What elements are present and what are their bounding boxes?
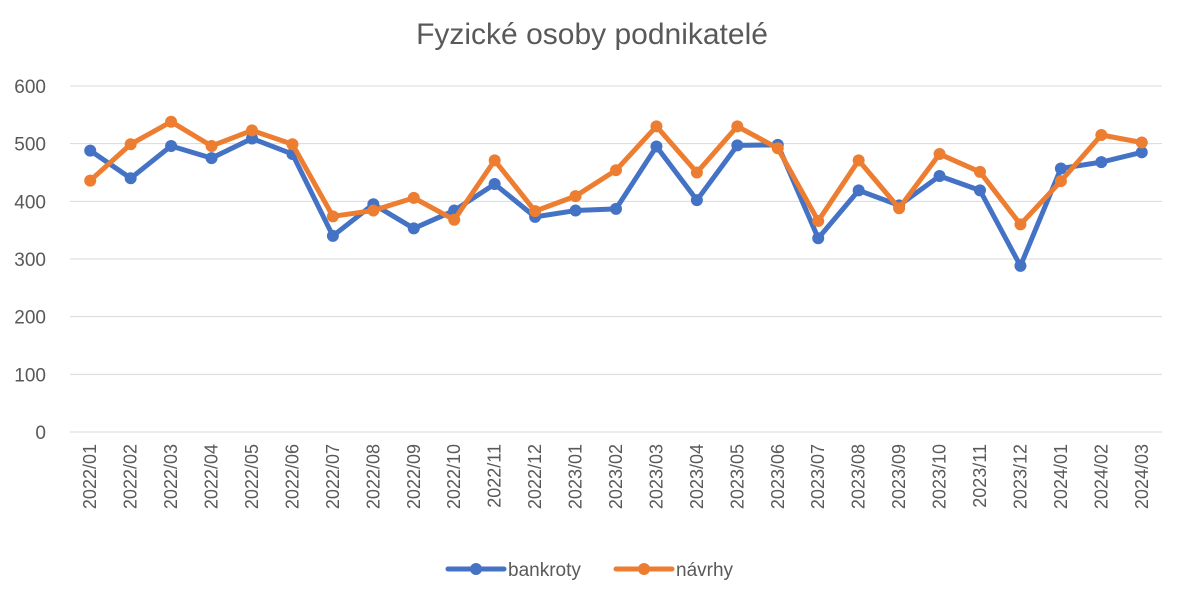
x-tick-label: 2024/02 — [1091, 444, 1111, 509]
x-tick-label: 2022/09 — [404, 444, 424, 509]
y-tick-label: 500 — [14, 135, 46, 156]
data-point-0-16 — [731, 139, 744, 152]
y-tick-label: 200 — [14, 308, 46, 329]
data-point-0-6 — [326, 229, 339, 242]
data-point-0-8 — [407, 222, 420, 235]
x-tick-label: 2024/01 — [1051, 444, 1071, 509]
y-tick-label: 400 — [14, 192, 46, 213]
x-tick-label: 2022/04 — [202, 444, 222, 509]
data-point-1-12 — [569, 190, 582, 203]
x-tick-label: 2023/05 — [727, 444, 747, 509]
data-point-1-6 — [326, 210, 339, 223]
series-line-0 — [87, 135, 1145, 269]
x-tick-label: 2023/12 — [1010, 444, 1030, 509]
x-tick-label: 2022/07 — [323, 444, 343, 509]
data-point-1-21 — [933, 148, 946, 161]
data-point-1-22 — [974, 165, 986, 178]
data-point-1-15 — [690, 166, 703, 179]
x-tick-label: 2023/04 — [687, 444, 707, 509]
data-point-0-2 — [165, 139, 178, 152]
data-point-1-9 — [448, 213, 461, 226]
data-point-0-15 — [690, 194, 703, 207]
x-tick-label: 2023/02 — [606, 444, 626, 509]
data-point-0-19 — [852, 184, 865, 197]
x-tick-label: 2022/11 — [485, 444, 505, 508]
data-point-0-10 — [488, 178, 501, 191]
data-point-1-19 — [852, 154, 865, 167]
x-tick-label: 2022/06 — [282, 444, 302, 509]
data-point-1-24 — [1054, 175, 1067, 188]
chart-title: Fyzické osoby podnikatelé — [416, 18, 768, 51]
data-point-1-13 — [610, 164, 622, 177]
data-point-0-24 — [1054, 162, 1067, 175]
data-point-1-5 — [286, 138, 299, 151]
x-tick-label: 2023/11 — [970, 444, 990, 508]
legend-label-0: bankroty — [508, 560, 581, 581]
data-point-0-1 — [124, 172, 137, 185]
data-point-1-25 — [1095, 129, 1108, 142]
legend-label-1: návrhy — [676, 560, 734, 581]
x-axis-ticks: 2022/01 2022/02 2022/03 2022/04 2022/05 2022/… — [80, 444, 1152, 509]
data-point-1-2 — [165, 115, 178, 128]
y-tick-label: 100 — [14, 365, 46, 386]
x-tick-label: 2022/05 — [242, 444, 262, 509]
y-tick-label: 600 — [14, 77, 46, 98]
legend: bankroty návrhy — [445, 560, 734, 581]
data-point-0-25 — [1095, 156, 1108, 169]
x-tick-label: 2022/08 — [363, 444, 383, 509]
data-point-1-3 — [205, 139, 218, 152]
data-point-1-20 — [893, 202, 906, 215]
data-point-1-0 — [84, 174, 97, 187]
data-point-0-23 — [1014, 259, 1027, 272]
legend-marker-1 — [638, 563, 650, 575]
series-group — [84, 115, 1148, 272]
data-point-0-22 — [974, 184, 986, 197]
data-point-0-13 — [610, 202, 622, 215]
y-tick-label: 0 — [35, 423, 46, 444]
data-point-0-14 — [650, 140, 663, 153]
data-point-1-26 — [1135, 136, 1148, 149]
x-tick-label: 2023/03 — [646, 444, 666, 509]
data-point-0-18 — [812, 232, 825, 245]
x-tick-label: 2023/10 — [930, 444, 950, 509]
x-tick-label: 2023/09 — [889, 444, 909, 509]
x-tick-label: 2022/03 — [161, 444, 181, 509]
x-tick-label: 2022/12 — [525, 444, 545, 509]
data-point-1-10 — [488, 154, 501, 167]
data-point-0-3 — [205, 152, 218, 165]
data-point-1-18 — [812, 214, 825, 227]
data-point-1-14 — [650, 120, 663, 133]
x-tick-label: 2023/08 — [849, 444, 869, 509]
data-point-1-11 — [529, 205, 542, 218]
data-point-0-21 — [933, 169, 946, 182]
data-point-0-12 — [569, 204, 582, 217]
x-tick-label: 2024/03 — [1132, 444, 1152, 509]
data-point-1-4 — [246, 124, 258, 137]
data-point-1-23 — [1014, 218, 1027, 231]
data-point-0-26 — [1135, 146, 1148, 159]
data-point-1-7 — [367, 204, 380, 217]
x-tick-label: 2023/07 — [808, 444, 828, 509]
data-point-1-17 — [771, 142, 784, 155]
y-axis-ticks: 0 100 200 300 400 500 600 — [14, 77, 46, 444]
x-tick-label: 2022/01 — [80, 444, 100, 509]
data-point-1-8 — [407, 191, 420, 204]
data-point-1-16 — [731, 120, 744, 133]
x-tick-label: 2022/02 — [121, 444, 141, 509]
x-tick-label: 2022/10 — [444, 444, 464, 509]
legend-marker-0 — [470, 563, 482, 575]
y-tick-label: 300 — [14, 250, 46, 271]
data-point-0-0 — [84, 144, 97, 157]
x-tick-label: 2023/06 — [768, 444, 788, 509]
x-tick-label: 2023/01 — [566, 444, 586, 509]
data-point-1-1 — [124, 138, 137, 151]
